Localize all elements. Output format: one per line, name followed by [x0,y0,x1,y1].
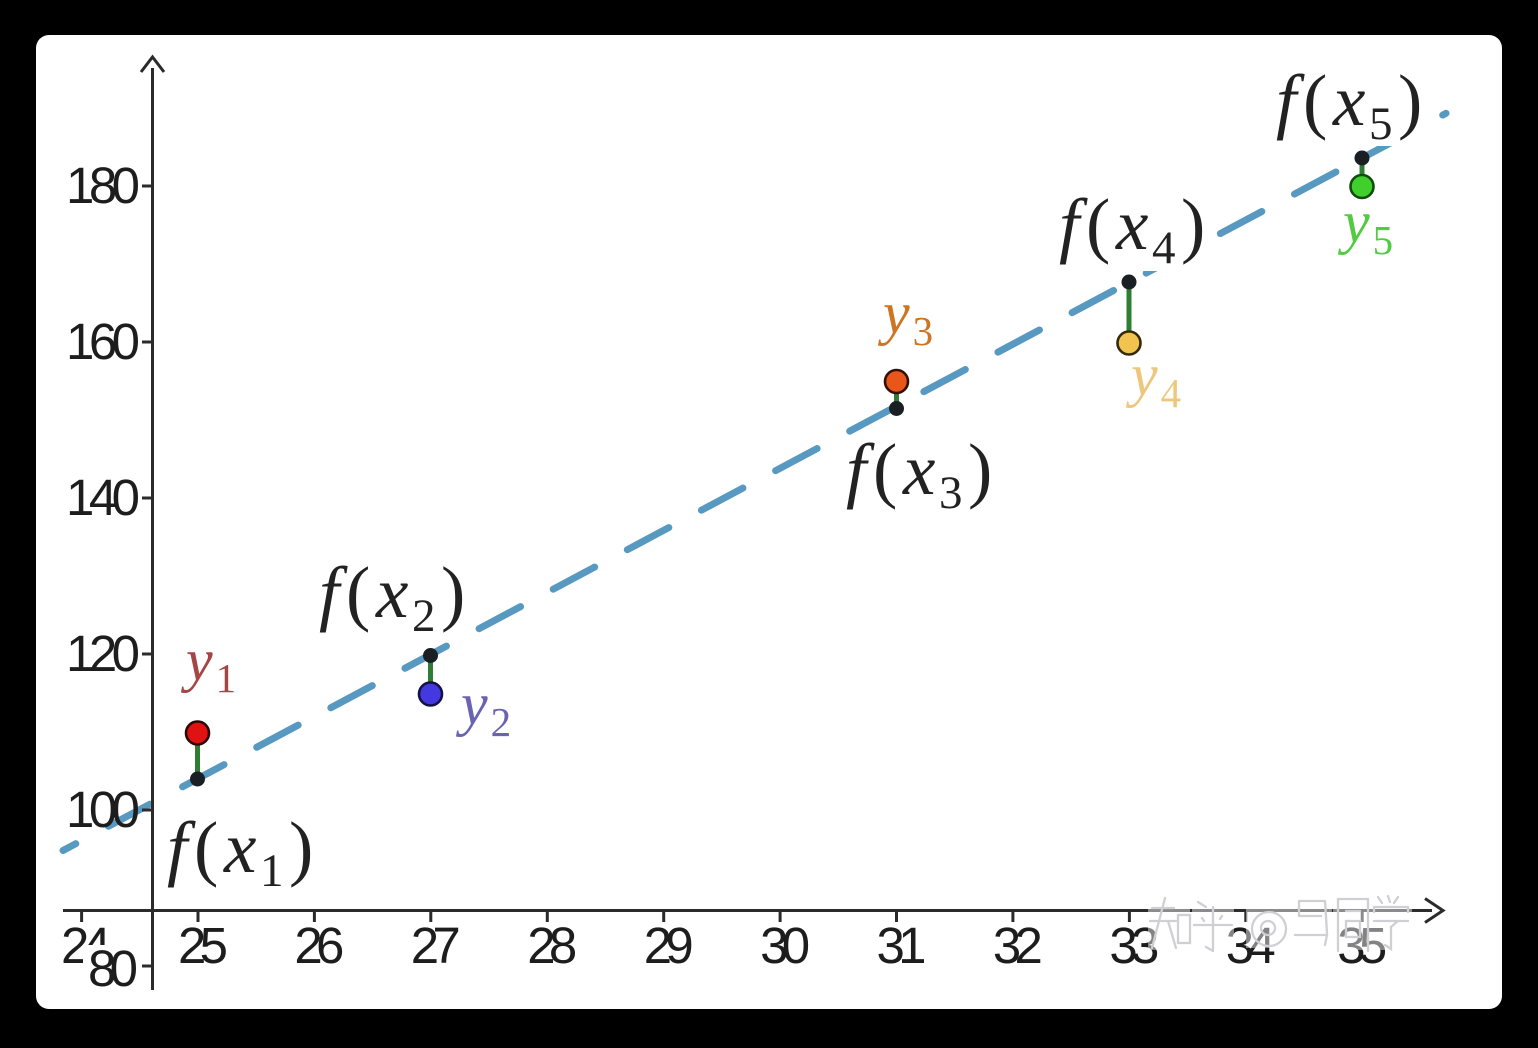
svg-text:25: 25 [178,917,228,974]
svg-text:28: 28 [527,917,577,974]
svg-text:29: 29 [644,917,694,974]
svg-text:26: 26 [294,917,344,974]
svg-text:140: 140 [66,469,140,526]
svg-text:31: 31 [877,917,927,974]
svg-text:100: 100 [66,781,140,838]
svg-text:160: 160 [66,313,140,370]
svg-text:30: 30 [760,917,810,974]
svg-text:180: 180 [66,157,140,214]
svg-text:y4: y4 [1125,342,1181,416]
svg-text:27: 27 [411,917,461,974]
svg-text:120: 120 [66,625,140,682]
svg-text:33: 33 [1109,917,1159,974]
svg-text:80: 80 [88,940,138,997]
svg-text:32: 32 [993,917,1043,974]
